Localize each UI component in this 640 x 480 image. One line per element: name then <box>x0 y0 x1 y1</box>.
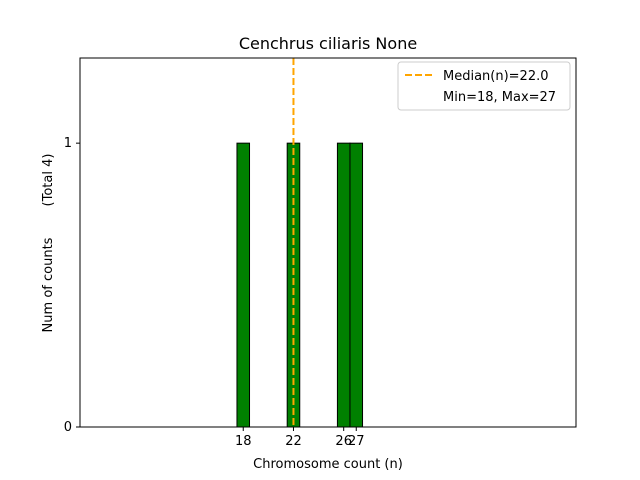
y-tick-label: 1 <box>64 136 72 151</box>
axes-frame <box>79 57 577 428</box>
bar <box>349 142 364 428</box>
bar <box>236 142 251 428</box>
x-tick-label: 22 <box>285 434 302 449</box>
y-tick-label: 0 <box>64 420 72 435</box>
x-tick-label: 27 <box>348 434 365 449</box>
legend: Median(n)=22.0 Min=18, Max=27 <box>397 61 571 111</box>
x-tick-label: 18 <box>235 434 252 449</box>
legend-minmax-label: Min=18, Max=27 <box>443 90 556 105</box>
y-axis-title: Num of counts <box>41 237 56 332</box>
x-tick-label: 26 <box>335 434 352 449</box>
bar <box>336 142 351 428</box>
x-axis-title: Chromosome count (n) <box>253 457 403 472</box>
chart-title: Cenchrus ciliaris None <box>239 34 417 53</box>
legend-median-label: Median(n)=22.0 <box>443 69 549 84</box>
legend-box <box>397 61 571 111</box>
y-axis-total: (Total 4) <box>41 154 56 207</box>
